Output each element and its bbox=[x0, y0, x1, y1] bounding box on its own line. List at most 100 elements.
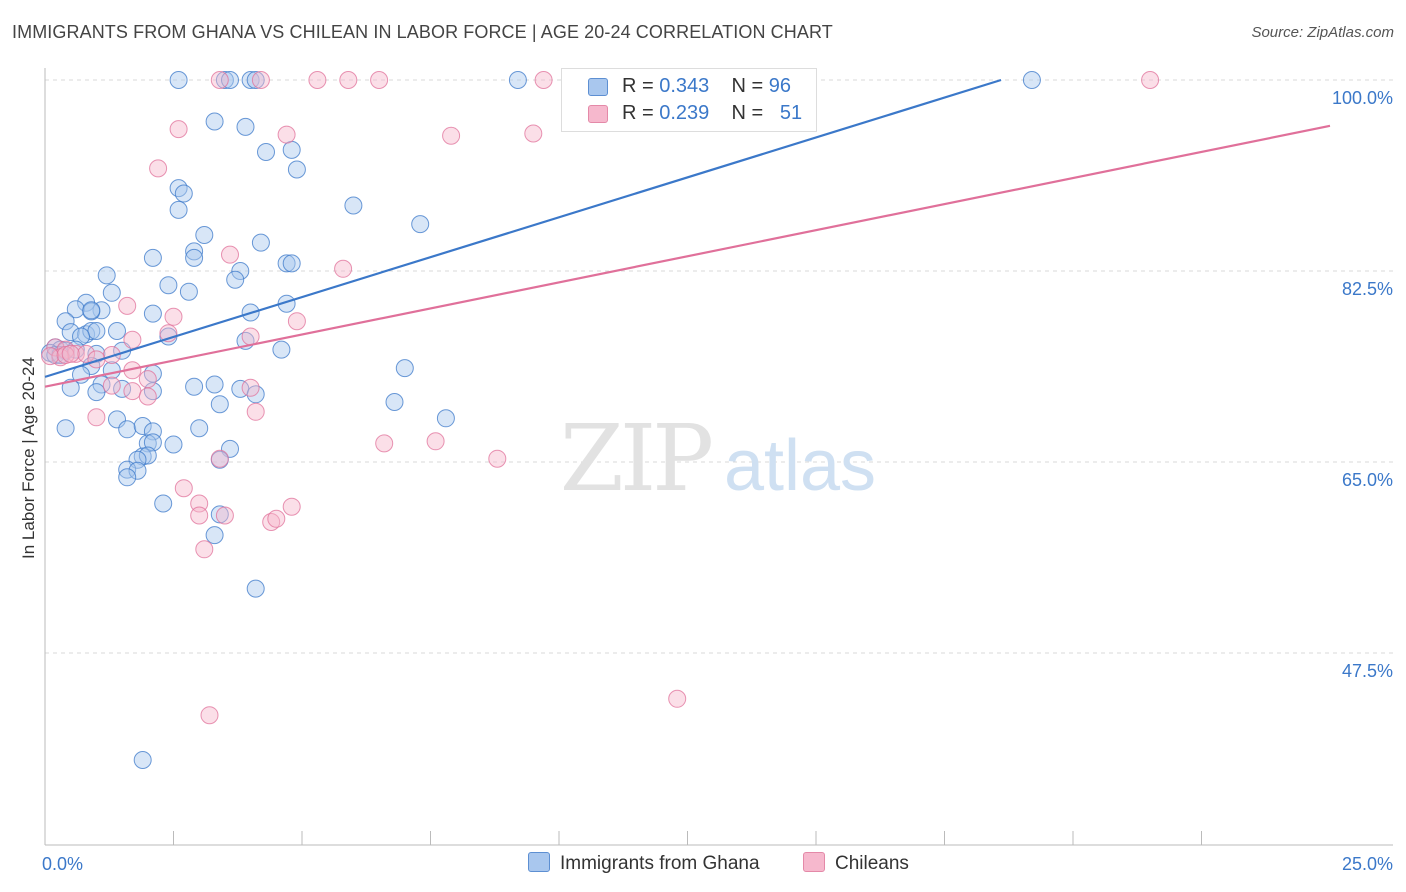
ghana-legend-icon bbox=[528, 852, 550, 872]
y-axis-label: In Labor Force | Age 20-24 bbox=[19, 357, 38, 559]
n-value-chileans: 51 bbox=[779, 102, 803, 124]
ghana-point bbox=[87, 322, 106, 340]
series-ghana-points bbox=[41, 71, 1041, 769]
chilean-point bbox=[524, 124, 543, 143]
ghana-trend-line bbox=[44, 78, 1002, 378]
ghana-point bbox=[87, 383, 106, 402]
chilean-point bbox=[375, 434, 394, 453]
chilean-point bbox=[77, 344, 96, 363]
source-label: Source: ZipAtlas.com bbox=[1251, 24, 1394, 41]
tick-labels: 100.0% 82.5% 65.0% 47.5% 0.0% 25.0% bbox=[42, 88, 1393, 874]
y-tick-label: 65.0% bbox=[1342, 470, 1393, 490]
watermark-atlas: atlas bbox=[724, 426, 876, 506]
ghana-point bbox=[185, 248, 204, 267]
chilean-point bbox=[102, 376, 121, 395]
ghana-point bbox=[195, 226, 214, 244]
bottom-legend-ghana-label: Immigrants from Ghana bbox=[560, 853, 760, 874]
watermark: ZIP atlas bbox=[560, 405, 876, 512]
bottom-legend-chileans-label: Chileans bbox=[835, 853, 909, 874]
ghana-point bbox=[411, 215, 430, 234]
chilean-point bbox=[339, 71, 358, 89]
chilean-point bbox=[287, 312, 306, 331]
ghana-point bbox=[185, 242, 204, 261]
chilean-point bbox=[534, 71, 553, 89]
chilean-point bbox=[488, 449, 507, 468]
chilean-point bbox=[210, 449, 229, 468]
chilean-point bbox=[1141, 71, 1160, 89]
chilean-point bbox=[334, 259, 353, 278]
y-tick-label: 100.0% bbox=[1332, 88, 1393, 108]
y-tick-label: 82.5% bbox=[1342, 279, 1393, 299]
ghana-point bbox=[241, 71, 260, 89]
ghana-point bbox=[138, 446, 157, 465]
chilean-point bbox=[190, 506, 209, 525]
ghana-point bbox=[169, 71, 188, 89]
ghana-point bbox=[190, 419, 209, 438]
ghana-point bbox=[61, 323, 80, 342]
chilean-point bbox=[164, 307, 183, 326]
ghana-point bbox=[508, 71, 527, 89]
ghana-point bbox=[108, 322, 126, 340]
chilean-point bbox=[41, 347, 60, 366]
r-value-chileans: 0.239 bbox=[659, 102, 710, 124]
legend-text-ghana: R = 0.343 N = 96 bbox=[622, 75, 791, 98]
chilean-point bbox=[215, 506, 234, 525]
ghana-swatch-icon bbox=[588, 78, 608, 96]
ghana-point bbox=[1022, 71, 1041, 89]
r-label: R = bbox=[622, 102, 660, 124]
chilean-point bbox=[138, 387, 157, 406]
x-tick-label: 25.0% bbox=[1342, 854, 1393, 874]
chilean-point bbox=[138, 370, 157, 389]
chilean-point bbox=[308, 71, 327, 89]
r-value-ghana: 0.343 bbox=[659, 75, 710, 97]
chilean-point bbox=[262, 513, 281, 531]
ghana-point bbox=[236, 117, 255, 136]
ghana-point bbox=[97, 266, 116, 285]
chilean-point bbox=[169, 120, 188, 139]
axes bbox=[44, 68, 1393, 846]
chilean-point bbox=[267, 509, 286, 528]
ghana-point bbox=[231, 262, 250, 280]
chilean-point bbox=[221, 245, 239, 264]
ghana-point bbox=[56, 419, 75, 438]
ghana-point bbox=[164, 435, 183, 454]
legend-text-chileans: R = 0.239 N = 51 bbox=[622, 102, 802, 125]
gridlines bbox=[45, 79, 1393, 654]
ghana-point bbox=[128, 461, 147, 480]
ghana-point bbox=[133, 751, 152, 769]
ghana-point bbox=[133, 447, 152, 466]
ghana-point bbox=[221, 71, 239, 89]
series-chileans-points bbox=[41, 71, 1160, 725]
ghana-point bbox=[282, 254, 301, 273]
ghana-point bbox=[246, 579, 265, 598]
n-value-ghana: 96 bbox=[768, 75, 792, 97]
chilean-point bbox=[200, 706, 219, 725]
ghana-point bbox=[143, 248, 162, 267]
ghana-point bbox=[154, 494, 173, 513]
chilean-point bbox=[442, 126, 461, 145]
ghana-point bbox=[143, 422, 162, 441]
ghana-point bbox=[118, 468, 137, 487]
ghana-point bbox=[82, 322, 101, 340]
chilean-point bbox=[251, 71, 270, 89]
chilean-point bbox=[61, 344, 80, 363]
trend-lines bbox=[44, 78, 1331, 388]
ghana-point bbox=[102, 283, 121, 302]
ghana-point bbox=[205, 375, 224, 394]
chilean-point bbox=[241, 378, 260, 397]
chilean-point bbox=[87, 408, 106, 427]
chilean-point bbox=[123, 382, 142, 401]
ghana-point bbox=[185, 377, 204, 396]
ghana-point bbox=[143, 382, 162, 401]
ghana-point bbox=[215, 71, 234, 89]
chilean-trend-line bbox=[44, 124, 1331, 388]
ghana-point bbox=[159, 276, 178, 295]
ghana-point bbox=[251, 233, 270, 252]
ghana-point bbox=[56, 312, 75, 331]
chilean-point bbox=[123, 330, 142, 349]
ghana-point bbox=[143, 304, 162, 323]
chilean-point bbox=[668, 689, 687, 708]
ghana-point bbox=[385, 393, 404, 411]
ghana-point bbox=[210, 395, 229, 414]
